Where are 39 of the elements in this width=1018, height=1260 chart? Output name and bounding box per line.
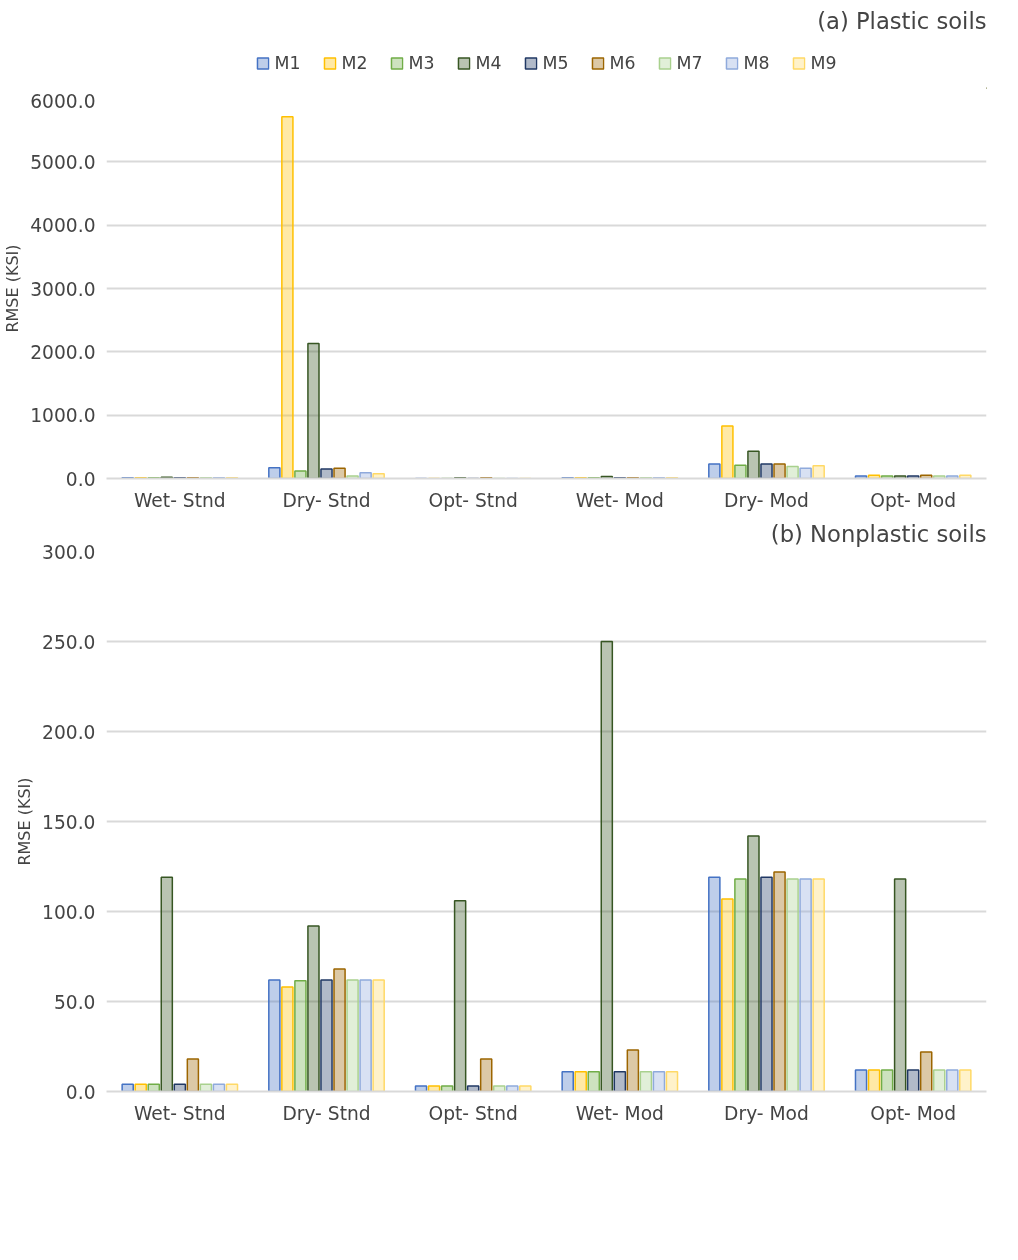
- x-tick-label: Dry- Mod: [724, 489, 809, 511]
- y-tick-label: 250.0: [42, 631, 96, 653]
- legend-label: M6: [609, 53, 636, 73]
- y-tick-label: 300.0: [42, 541, 96, 563]
- legend-label: M2: [341, 53, 368, 73]
- x-tick-label: Dry- Stnd: [282, 489, 371, 511]
- x-tick-label: Opt- Mod: [870, 489, 957, 511]
- x-tick-label: Opt- Stnd: [428, 1102, 518, 1124]
- y-tick-label: 4000.0: [30, 215, 96, 237]
- x-tick-label: Dry- Mod: [724, 1102, 809, 1124]
- x-tick-label: Opt- Mod: [870, 1102, 957, 1124]
- chart-title: (a) Plastic soils: [817, 7, 987, 34]
- y-tick-label: 3000.0: [30, 278, 96, 300]
- y-tick-label: 200.0: [42, 721, 96, 743]
- y-tick-label: 50.0: [53, 991, 96, 1013]
- chart-title: (b) Nonplastic soils: [770, 520, 987, 547]
- y-tick-label: 6000.0: [30, 90, 96, 112]
- y-tick-label: 0.0: [65, 1081, 96, 1103]
- y-tick-label: 0.0: [65, 468, 96, 490]
- x-tick-label: Opt- Stnd: [428, 489, 518, 511]
- legend-label: M3: [408, 53, 435, 73]
- legend-label: M9: [810, 53, 837, 73]
- y-tick-label: 2000.0: [30, 341, 96, 363]
- legend-label: M7: [676, 53, 703, 73]
- legend-label: M1: [274, 53, 301, 73]
- x-tick-label: Wet- Stnd: [134, 489, 226, 511]
- legend-label: M4: [475, 53, 502, 73]
- y-tick-label: 150.0: [42, 811, 96, 833]
- x-tick-label: Wet- Mod: [575, 489, 664, 511]
- x-tick-label: Wet- Stnd: [134, 1102, 226, 1124]
- y-tick-label: 100.0: [42, 901, 96, 923]
- y-tick-label: 1000.0: [30, 405, 96, 427]
- legend-label: M8: [743, 53, 770, 73]
- y-tick-label: 5000.0: [30, 151, 96, 173]
- x-tick-label: Dry- Stnd: [282, 1102, 371, 1124]
- x-tick-label: Wet- Mod: [575, 1102, 664, 1124]
- y-axis-title: RMSE (KSI): [15, 777, 35, 866]
- legend-label: M5: [542, 53, 569, 73]
- y-axis-title: RMSE (KSI): [3, 244, 23, 333]
